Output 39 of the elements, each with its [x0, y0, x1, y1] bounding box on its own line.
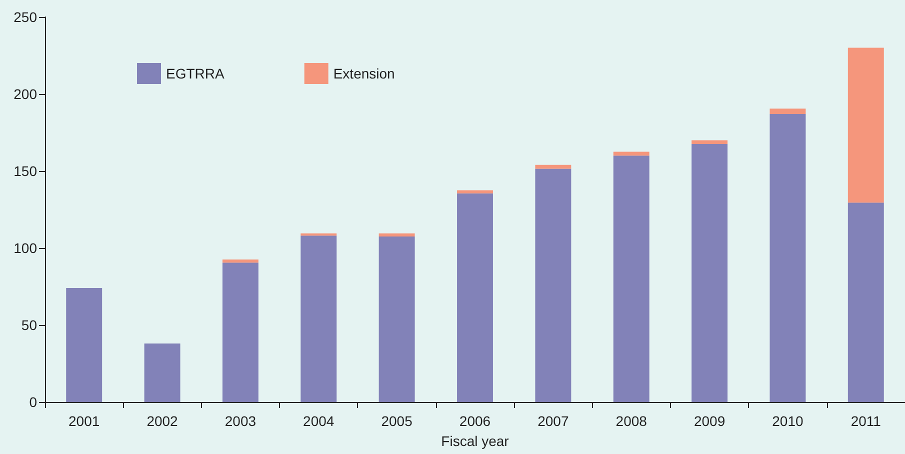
x-tick-label: 2004: [303, 413, 334, 429]
bar: [144, 343, 180, 402]
bar: [613, 156, 650, 402]
x-tick-label: 2008: [616, 413, 648, 429]
y-tick-label: 50: [21, 317, 38, 333]
x-tick-label: 2009: [694, 413, 726, 429]
bar: [457, 190, 493, 194]
x-tick-label: 2006: [459, 413, 491, 429]
x-axis-title: Fiscal year: [441, 433, 510, 449]
x-tick-label: 2010: [772, 413, 804, 429]
x-tick-label: 2007: [538, 413, 569, 429]
y-tick-label: 200: [14, 86, 38, 102]
bar: [848, 202, 884, 402]
y-tick-label: 250: [14, 9, 38, 25]
bar: [692, 140, 728, 144]
legend-label: EGTRRA: [166, 66, 225, 82]
x-tick-label: 2003: [224, 413, 256, 429]
x-tick-label: 2011: [850, 413, 882, 429]
bar: [848, 48, 884, 203]
bar: [535, 164, 572, 169]
bar: [535, 168, 572, 402]
bar: [613, 152, 650, 156]
x-tick-label: 2005: [381, 413, 413, 429]
bar: [378, 236, 415, 402]
x-tick-label: 2002: [146, 413, 178, 429]
bar: [300, 236, 337, 402]
legend-label: Extension: [333, 66, 395, 82]
bar: [66, 288, 102, 402]
y-tick-label: 150: [14, 163, 38, 179]
bar: [222, 260, 258, 263]
bar: [770, 108, 806, 114]
bar: [770, 114, 806, 402]
bar: [692, 144, 728, 402]
bar: [222, 262, 258, 402]
x-tick-label: 2001: [68, 413, 100, 429]
y-tick-label: 100: [14, 240, 38, 256]
bar: [378, 233, 415, 236]
y-tick-label: 0: [29, 394, 38, 410]
bar: [457, 193, 493, 402]
